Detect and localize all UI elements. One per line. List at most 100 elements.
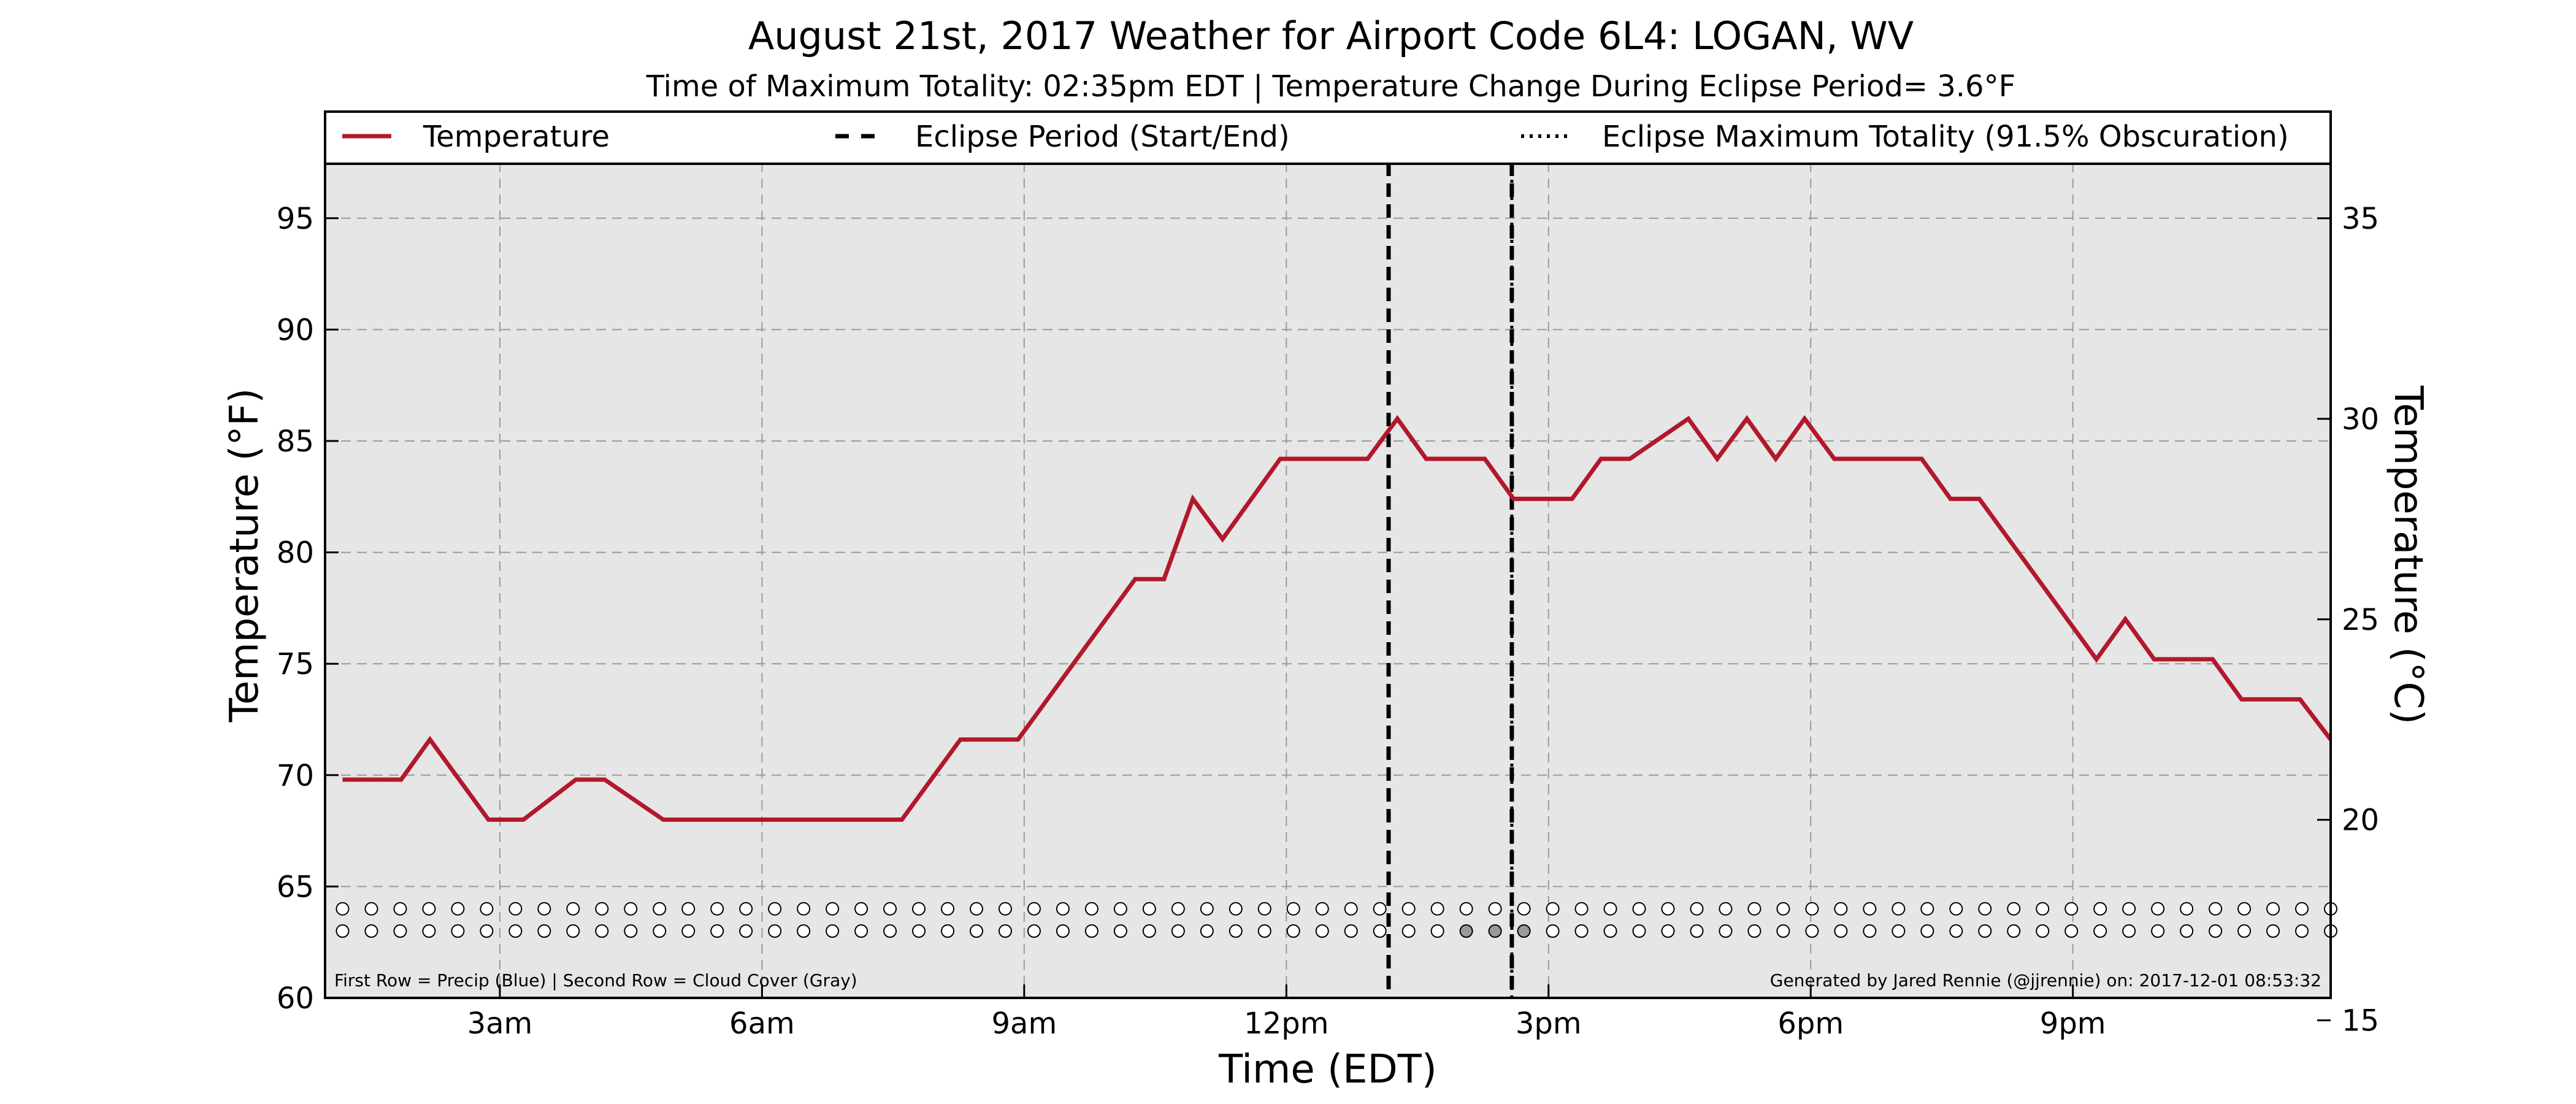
- cloud-cover-marker: [1949, 924, 1963, 938]
- precip-marker: [2007, 902, 2021, 916]
- precip-marker: [624, 902, 638, 916]
- precip-marker: [912, 902, 926, 916]
- precip-marker: [1978, 902, 1992, 916]
- precip-marker: [681, 902, 696, 916]
- precip-marker: [970, 902, 984, 916]
- precip-marker: [566, 902, 580, 916]
- cloud-cover-marker: [422, 924, 436, 938]
- cloud-cover-marker: [537, 924, 551, 938]
- precip-marker: [1373, 902, 1387, 916]
- cloud-cover-marker: [1632, 924, 1646, 938]
- cloud-cover-marker: [1286, 924, 1300, 938]
- x-tick-label: 3am: [467, 1006, 533, 1041]
- precip-marker: [1834, 902, 1848, 916]
- precip-marker: [2266, 902, 2280, 916]
- precip-marker: [364, 902, 378, 916]
- y2-axis-ticks: 15 20 25 30 35: [2317, 202, 2379, 1038]
- precip-marker: [1690, 902, 1704, 916]
- precip-marker: [2093, 902, 2107, 916]
- x-axis-ticks: 3am 6am 9am 12pm 3pm 6pm 9pm: [467, 984, 2106, 1041]
- legend: Temperature Eclipse Period (Start/End) E…: [324, 110, 2332, 165]
- precip-marker: [1719, 902, 1733, 916]
- cloud-cover-marker: [653, 924, 667, 938]
- cloud-cover-marker: [2064, 924, 2079, 938]
- cloud-cover-marker: [1459, 924, 1473, 938]
- precip-marker: [1517, 902, 1531, 916]
- precip-marker: [1805, 902, 1819, 916]
- precip-marker: [1546, 902, 1560, 916]
- chart-title: August 21st, 2017 Weather for Airport Co…: [748, 13, 1914, 58]
- x-tick-label: 3pm: [1516, 1006, 1582, 1041]
- precip-marker: [2295, 902, 2309, 916]
- cloud-cover-marker: [1373, 924, 1387, 938]
- y-tick-label: 65: [277, 870, 314, 904]
- cloud-cover-marker: [1776, 924, 1790, 938]
- cloud-cover-marker: [2295, 924, 2309, 938]
- cloud-cover-marker: [1747, 924, 1761, 938]
- legend-max-totality-label: Eclipse Maximum Totality (91.5% Obscurat…: [1602, 120, 2289, 154]
- plot-area: [325, 163, 2331, 998]
- precip-marker: [1632, 902, 1646, 916]
- x-tick-label: 9pm: [2040, 1006, 2106, 1041]
- precip-marker: [739, 902, 753, 916]
- y2-tick-label: 25: [2342, 603, 2379, 637]
- cloud-cover-marker: [2209, 924, 2223, 938]
- precip-marker: [1200, 902, 1214, 916]
- precip-marker: [1401, 902, 1416, 916]
- precip-marker: [2064, 902, 2079, 916]
- cloud-cover-marker: [883, 924, 897, 938]
- precip-marker: [2180, 902, 2194, 916]
- cloud-cover-marker: [1661, 924, 1675, 938]
- precip-marker: [768, 902, 782, 916]
- legend-box: [324, 110, 2332, 165]
- cloud-cover-marker: [1488, 924, 1502, 938]
- y2-tick-label: 20: [2342, 803, 2379, 838]
- y2-tick-label: 30: [2342, 402, 2379, 437]
- cloud-cover-marker: [1805, 924, 1819, 938]
- cloud-cover-marker: [739, 924, 753, 938]
- cloud-cover-marker: [1546, 924, 1560, 938]
- cloud-cover-marker: [1056, 924, 1070, 938]
- cloud-cover-marker: [1257, 924, 1271, 938]
- cloud-cover-marker: [451, 924, 465, 938]
- temperature-line: [342, 415, 2333, 822]
- x-tick-label: 9am: [992, 1006, 1057, 1041]
- cloud-cover-marker: [681, 924, 696, 938]
- grid-lines: [325, 163, 2331, 998]
- precip-marker: [335, 902, 350, 916]
- y-tick-label: 60: [277, 981, 314, 1016]
- cloud-cover-marker: [1892, 924, 1906, 938]
- precip-marker: [1488, 902, 1502, 916]
- cloud-cover-marker: [2151, 924, 2165, 938]
- legend-temperature-label: Temperature: [423, 120, 610, 154]
- y-tick-label: 75: [277, 647, 314, 681]
- precip-marker: [2209, 902, 2223, 916]
- cloud-cover-marker: [2036, 924, 2050, 938]
- precip-marker: [797, 902, 811, 916]
- cloud-cover-marker: [1517, 924, 1531, 938]
- x-axis-title: Time (EDT): [1218, 1047, 1437, 1092]
- cloud-cover-marker: [595, 924, 609, 938]
- precip-marker: [2237, 902, 2252, 916]
- precip-marker: [1661, 902, 1675, 916]
- precip-marker: [393, 902, 407, 916]
- cloud-cover-marker: [1142, 924, 1156, 938]
- precip-marker: [1747, 902, 1761, 916]
- cloud-cover-marker: [854, 924, 868, 938]
- cloud-cover-marker: [2122, 924, 2136, 938]
- precip-marker: [854, 902, 868, 916]
- cloud-cover-marker: [2266, 924, 2280, 938]
- footnote-right: Generated by Jared Rennie (@jjrennie) on…: [1770, 970, 2321, 991]
- precip-marker: [1863, 902, 1877, 916]
- cloud-cover-marker: [912, 924, 926, 938]
- precip-marker: [1430, 902, 1444, 916]
- cloud-cover-marker: [2093, 924, 2107, 938]
- precip-marker: [1229, 902, 1243, 916]
- precip-marker: [422, 902, 436, 916]
- cloud-cover-marker: [2237, 924, 2252, 938]
- cloud-cover-marker: [1113, 924, 1127, 938]
- precip-marker: [1949, 902, 1963, 916]
- y-axis-ticks: 60 65 70 75 80 85 90 95: [277, 202, 339, 1016]
- cloud-cover-marker: [768, 924, 782, 938]
- precip-marker: [1286, 902, 1300, 916]
